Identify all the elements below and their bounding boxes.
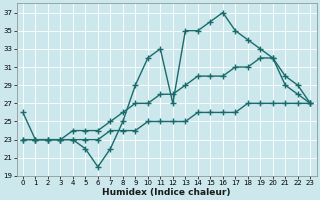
X-axis label: Humidex (Indice chaleur): Humidex (Indice chaleur) (102, 188, 231, 197)
